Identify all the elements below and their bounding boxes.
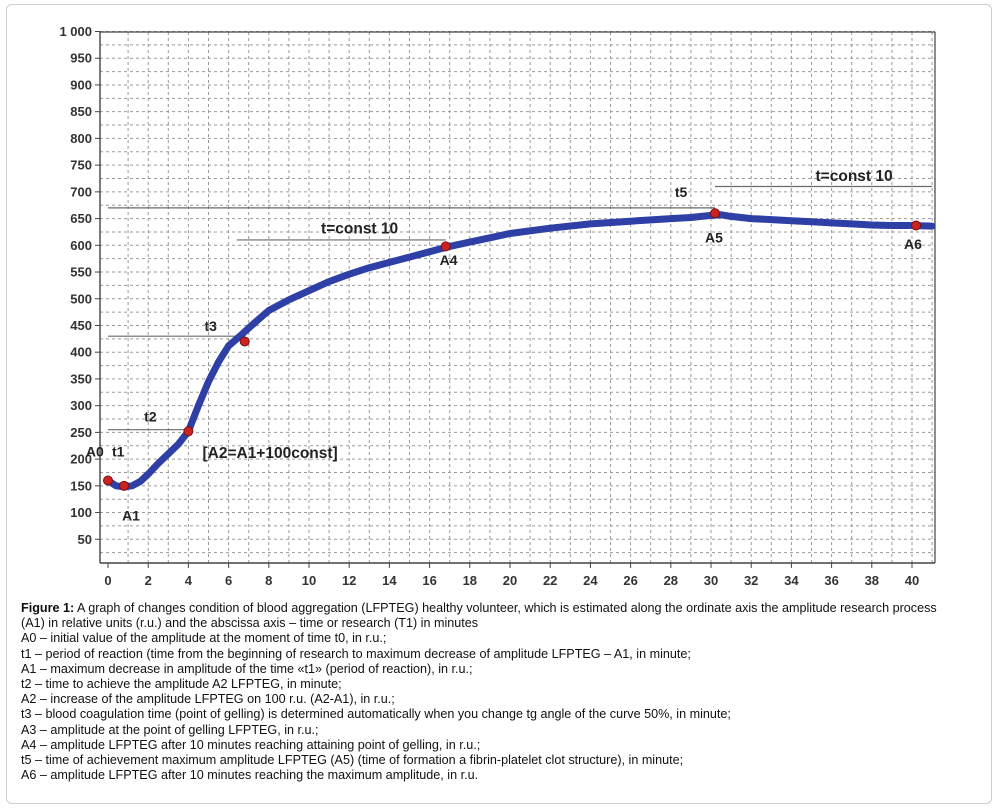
y-tick-label: 500 <box>70 291 92 306</box>
y-tick-label: 850 <box>70 104 92 119</box>
amplitude-series <box>104 211 936 491</box>
annotation-tc2: t=const 10 <box>816 168 893 185</box>
caption-title-line-2: (A1) in relative units (r.u.) and the ab… <box>21 616 479 631</box>
y-tick-label: 250 <box>70 425 92 440</box>
y-tick-label: 200 <box>70 452 92 467</box>
caption-item-a3: A3 – amplitude at the point of gelling L… <box>21 722 319 737</box>
annotation-a4: A4 <box>440 252 458 268</box>
caption-item-t1: t1 – period of reaction (time from the b… <box>21 646 691 661</box>
x-tick-label: 10 <box>302 573 316 588</box>
marker-a6 <box>911 220 922 231</box>
y-axis-ticks: 50 100 150 200 250 300 350 400 450 500 550 600 650 70… <box>59 24 100 547</box>
x-tick-label: 26 <box>623 573 637 588</box>
y-tick-label: 700 <box>70 184 92 199</box>
annotation-a5: A5 <box>705 230 723 246</box>
figure-caption: Figure 1: A graph of changes condition o… <box>21 601 981 783</box>
annotation-a0: A0 <box>86 443 104 459</box>
x-tick-label: 28 <box>664 573 678 588</box>
figure-text: A graph of changes condition of blood ag… <box>74 601 937 615</box>
caption-item-t3: t3 – blood coagulation time (point of ge… <box>21 707 731 722</box>
x-tick-label: 2 <box>145 573 152 588</box>
caption-item-a2: A2 – increase of the amplitude LFPTEG on… <box>21 692 395 707</box>
x-tick-label: 30 <box>704 573 718 588</box>
y-tick-label: 550 <box>70 265 92 280</box>
x-tick-label: 34 <box>784 573 799 588</box>
x-tick-label: 24 <box>583 573 598 588</box>
marker-a0 <box>103 475 113 486</box>
x-tick-label: 38 <box>865 573 879 588</box>
x-tick-label: 16 <box>422 573 436 588</box>
y-tick-label: 150 <box>70 478 92 493</box>
y-tick-label: 1 000 <box>59 24 92 39</box>
caption-title-line: Figure 1: A graph of changes condition o… <box>21 601 981 616</box>
x-tick-label: 36 <box>824 573 838 588</box>
point-markers <box>103 208 922 491</box>
x-tick-label: 22 <box>543 573 557 588</box>
x-tick-label: 0 <box>104 573 111 588</box>
x-axis-ticks: 0 2 4 6 8 10 12 14 16 18 20 22 24 26 28 30 32 34 36 38 40 <box>104 563 919 588</box>
annotation-a6: A6 <box>904 236 922 252</box>
annotation-t3: t3 <box>204 318 217 334</box>
y-tick-label: 650 <box>70 211 92 226</box>
x-tick-label: 32 <box>744 573 758 588</box>
plot-area <box>100 32 935 563</box>
y-tick-label: 800 <box>70 131 92 146</box>
caption-item-a6: A6 – amplitude LFPTEG after 10 minutes r… <box>21 768 479 783</box>
caption-item-t5: t5 – time of achievement maximum amplitu… <box>21 753 684 768</box>
y-tick-label: 950 <box>70 51 92 66</box>
chart-axes <box>99 31 936 564</box>
caption-item-a0: A0 – initial value of the amplitude at t… <box>21 631 387 646</box>
caption-item-a1: A1 – maximum decrease in amplitude of th… <box>21 661 473 676</box>
y-tick-label: 900 <box>70 77 92 92</box>
x-tick-label: 14 <box>382 573 397 588</box>
x-tick-label: 18 <box>463 573 477 588</box>
series-line <box>104 211 936 491</box>
y-tick-label: 100 <box>70 505 92 520</box>
annotation-a1: A1 <box>122 508 140 524</box>
y-tick-label: 600 <box>70 238 92 253</box>
chart-grid <box>100 31 935 563</box>
y-tick-label: 350 <box>70 371 92 386</box>
y-tick-label: 400 <box>70 345 92 360</box>
marker-a3 <box>239 336 250 347</box>
marker-a5 <box>710 208 721 219</box>
x-tick-label: 20 <box>503 573 517 588</box>
chart-annotations: A0 t1 A1 t2 [A2=A1+100const] t3 t=const 10 A4 t5… <box>86 168 922 523</box>
y-tick-label: 750 <box>70 158 92 173</box>
figure-frame <box>6 4 992 804</box>
annotation-t1: t1 <box>112 443 125 459</box>
reference-lines <box>108 185 933 431</box>
x-tick-label: 8 <box>265 573 272 588</box>
x-tick-label: 6 <box>225 573 232 588</box>
x-tick-label: 12 <box>342 573 356 588</box>
x-tick-label: 40 <box>905 573 919 588</box>
marker-a1 <box>119 480 130 491</box>
annotation-t5: t5 <box>675 184 688 200</box>
y-tick-label: 450 <box>70 318 92 333</box>
annotation-a2eq: [A2=A1+100const] <box>202 445 337 462</box>
caption-item-a4: A4 – amplitude LFPTEG after 10 minutes r… <box>21 737 481 752</box>
y-tick-label: 300 <box>70 398 92 413</box>
lfpteg-chart: 5010015020025030035040045050055060065070… <box>59 24 936 588</box>
x-tick-label: 4 <box>185 573 193 588</box>
annotation-tc1: t=const 10 <box>321 221 398 238</box>
marker-a2 <box>183 426 194 437</box>
y-tick-label: 50 <box>78 532 92 547</box>
marker-a4 <box>440 241 451 252</box>
caption-item-t2: t2 – time to achieve the amplitude A2 LF… <box>21 677 342 692</box>
figure-label: Figure 1: <box>21 601 75 615</box>
annotation-t2: t2 <box>144 409 157 425</box>
